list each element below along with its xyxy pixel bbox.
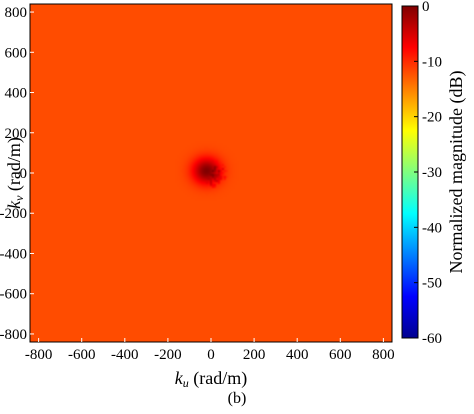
colorbar-tick-label: -30 [422,165,442,181]
x-tick-label: 800 [372,347,395,363]
x-tick-label: 200 [243,347,266,363]
x-tick-label: 600 [329,347,352,363]
colorbar-tick-label: 0 [422,0,430,15]
y-tick-label: -200 [0,206,27,222]
x-tick-label: -800 [25,347,53,363]
y-tick-label: 800 [5,5,28,21]
y-axis-label: kv (rad/m) [4,137,26,209]
y-tick-label: -400 [0,246,27,262]
x-tick-label: -600 [68,347,96,363]
colorbar-tick-label: -10 [422,54,442,70]
colorbar-tick-label: -40 [422,220,442,236]
y-tick-label: -600 [0,287,27,303]
colorbar-tick-label: -20 [422,110,442,126]
colorbar: 0 -10 -20 -30 -40 -50 -60 [401,0,442,347]
y-tick-label: 400 [5,86,28,102]
y-axis-ticks: 800 600 400 200 0 -200 -400 -600 -800 [0,5,34,343]
colorbar-label: Normalized magnitude (dB) [446,71,467,274]
x-tick-label: -400 [111,347,139,363]
x-tick-label: -200 [154,347,182,363]
y-tick-label: 200 [5,126,28,142]
x-tick-label: 0 [207,347,215,363]
colorbar-tick-label: -60 [422,331,442,347]
heatmap-plot [29,3,393,343]
y-tick-label: 0 [20,166,28,182]
x-axis-label: ku (rad/m) [175,368,247,390]
y-tick-label: -800 [0,327,27,343]
colorbar-tick-label: -50 [422,276,442,292]
x-tick-label: 400 [286,347,309,363]
figure-caption: (b) [227,390,247,407]
y-tick-label: 600 [5,45,28,61]
colorbar-ticks: 0 -10 -20 -30 -40 -50 -60 [414,0,442,347]
x-axis-ticks: -800 -600 -400 -200 0 200 400 600 800 [25,338,395,363]
heatmap-image [30,4,392,342]
